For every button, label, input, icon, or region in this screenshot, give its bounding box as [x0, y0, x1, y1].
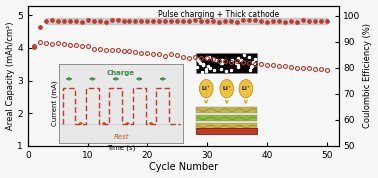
Text: Pulse charging + Thick cathode: Pulse charging + Thick cathode — [158, 10, 280, 19]
Y-axis label: Areal Capacity (mAh/cm²): Areal Capacity (mAh/cm²) — [6, 21, 15, 130]
Y-axis label: Coulombic Efficiency (%): Coulombic Efficiency (%) — [363, 23, 372, 128]
X-axis label: Cycle Number: Cycle Number — [149, 163, 218, 172]
